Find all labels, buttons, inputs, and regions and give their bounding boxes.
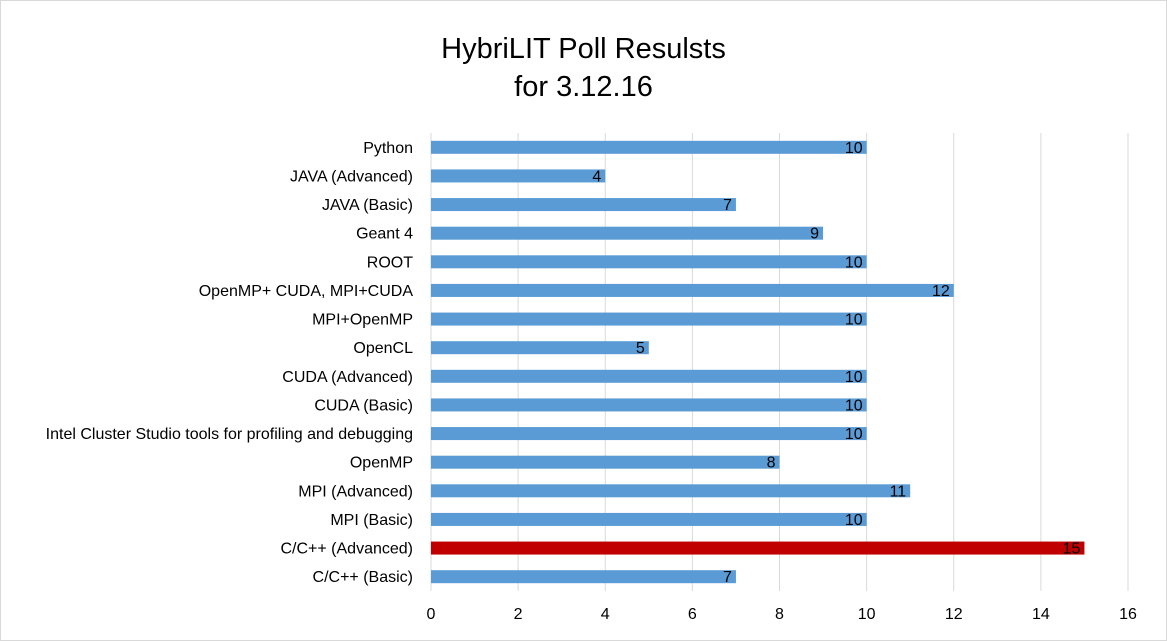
data-label: 12	[932, 283, 950, 300]
bar	[431, 484, 911, 498]
data-label: 15	[1063, 541, 1081, 558]
bar	[431, 369, 867, 383]
data-label: 10	[845, 512, 863, 529]
bar	[431, 570, 736, 584]
data-label: 10	[845, 254, 863, 271]
x-tick-label: 4	[601, 606, 610, 623]
x-tick-label: 8	[775, 606, 784, 623]
category-label: MPI (Advanced)	[298, 483, 413, 500]
category-label: JAVA (Basic)	[322, 197, 413, 214]
category-label: JAVA (Advanced)	[290, 168, 413, 185]
category-label: Geant 4	[356, 226, 413, 243]
category-label: C/C++ (Basic)	[313, 569, 413, 586]
bar	[431, 312, 867, 326]
category-label: ROOT	[367, 254, 413, 271]
data-label: 10	[845, 312, 863, 329]
category-label: MPI+OpenMP	[312, 312, 413, 329]
category-label: C/C++ (Advanced)	[280, 541, 413, 558]
data-label: 10	[845, 397, 863, 414]
data-label: 7	[723, 197, 732, 214]
category-label: MPI (Basic)	[330, 512, 413, 529]
data-label: 5	[636, 340, 645, 357]
chart-title: HybriLIT Poll Resulsts for 3.12.16	[0, 30, 1167, 106]
category-label: CUDA (Basic)	[314, 397, 413, 414]
data-label: 7	[723, 569, 732, 586]
category-label: OpenMP+ CUDA, MPI+CUDA	[199, 283, 414, 300]
category-label: Intel Cluster Studio tools for profiling…	[46, 426, 413, 443]
data-label: 11	[890, 483, 907, 500]
data-label: 8	[767, 455, 776, 472]
bar	[431, 427, 867, 441]
data-label: 10	[845, 140, 863, 157]
x-tick-label: 16	[1119, 606, 1137, 623]
bar	[431, 455, 780, 469]
bar	[431, 226, 824, 240]
data-label: 10	[845, 426, 863, 443]
bar	[431, 512, 867, 526]
data-label: 9	[810, 226, 819, 243]
x-tick-label: 2	[514, 606, 523, 623]
category-label: Python	[363, 140, 413, 157]
x-tick-label: 6	[688, 606, 697, 623]
bar	[431, 283, 954, 297]
label-layer: 0 2 4 6 8 10 12 14 16 Python 10 JAVA (Advanced) 4 JAV…	[46, 140, 1137, 623]
category-label: CUDA (Advanced)	[282, 369, 413, 386]
category-label: OpenCL	[353, 340, 413, 357]
x-tick-label: 10	[858, 606, 876, 623]
category-label: OpenMP	[350, 455, 413, 472]
bar	[431, 140, 867, 154]
chart-title-line-2: for 3.12.16	[514, 71, 653, 103]
bar	[431, 341, 649, 355]
chart-title-line-1: HybriLIT Poll Resulsts	[441, 33, 726, 65]
x-tick-label: 14	[1032, 606, 1050, 623]
bar	[431, 541, 1085, 555]
bar-layer	[431, 140, 1085, 584]
data-label: 4	[592, 168, 601, 185]
data-label: 10	[845, 369, 863, 386]
bar	[431, 169, 606, 183]
x-tick-label: 12	[945, 606, 963, 623]
x-tick-label: 0	[427, 606, 436, 623]
bar	[431, 398, 867, 412]
bar	[431, 198, 736, 212]
bar	[431, 255, 867, 269]
